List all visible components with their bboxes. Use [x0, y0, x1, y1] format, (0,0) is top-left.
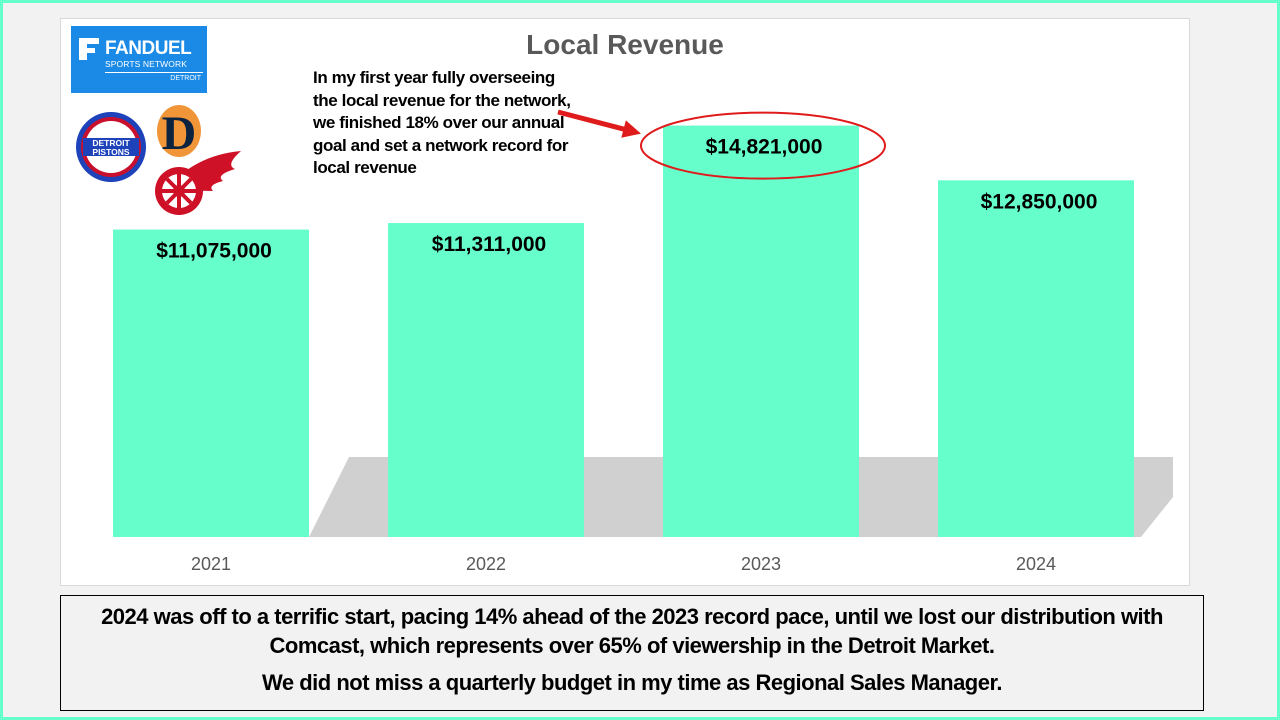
- bar-2022: [388, 223, 584, 537]
- caption-line-2: We did not miss a quarterly budget in my…: [262, 670, 1002, 695]
- x-tick-2024: 2024: [1016, 554, 1056, 574]
- x-tick-2021: 2021: [191, 554, 231, 574]
- svg-text:PISTONS: PISTONS: [92, 147, 129, 157]
- chart-title: Local Revenue: [526, 29, 724, 60]
- data-label-2022: $11,311,000: [432, 233, 546, 256]
- data-label-2023: $14,821,000: [706, 136, 823, 159]
- bar-2021: [113, 229, 309, 538]
- summary-caption: 2024 was off to a terrific start, pacing…: [60, 595, 1204, 711]
- bar-2023: [663, 125, 859, 537]
- bar-2024: [938, 180, 1134, 537]
- x-tick-2022: 2022: [466, 554, 506, 574]
- callout-arrow-icon: [621, 120, 641, 138]
- chart-annotation: In my first year fully overseeing the lo…: [313, 68, 571, 177]
- fanduel-network: SPORTS NETWORK: [105, 59, 188, 69]
- svg-text:D: D: [162, 107, 197, 160]
- chart-panel: $11,075,000 $11,311,000 $14,821,000 $12,850…: [60, 18, 1190, 586]
- fanduel-city: DETROIT: [170, 75, 201, 82]
- revenue-chart: $11,075,000 $11,311,000 $14,821,000 $12,850…: [113, 109, 1173, 574]
- svg-text:DETROIT: DETROIT: [92, 138, 130, 148]
- fanduel-shield-icon: [79, 38, 99, 60]
- data-label-2021: $11,075,000: [156, 240, 272, 263]
- fanduel-brand: FANDUEL: [105, 38, 192, 59]
- x-tick-2023: 2023: [741, 554, 781, 574]
- callout-arrow-shaft: [557, 109, 629, 133]
- caption-line-1: 2024 was off to a terrific start, pacing…: [101, 604, 1163, 658]
- pistons-logo-icon: DETROIT PISTONS: [76, 112, 146, 182]
- fanduel-divider: [105, 72, 203, 73]
- tigers-logo-icon: D: [157, 105, 201, 160]
- red-wings-logo-icon: [155, 151, 241, 215]
- data-label-2024: $12,850,000: [981, 190, 1098, 213]
- record-highlight-ellipse: [640, 111, 886, 180]
- fanduel-logo: FANDUEL SPORTS NETWORK DETROIT: [71, 26, 207, 93]
- team-logos: DETROIT PISTONS D: [76, 105, 241, 215]
